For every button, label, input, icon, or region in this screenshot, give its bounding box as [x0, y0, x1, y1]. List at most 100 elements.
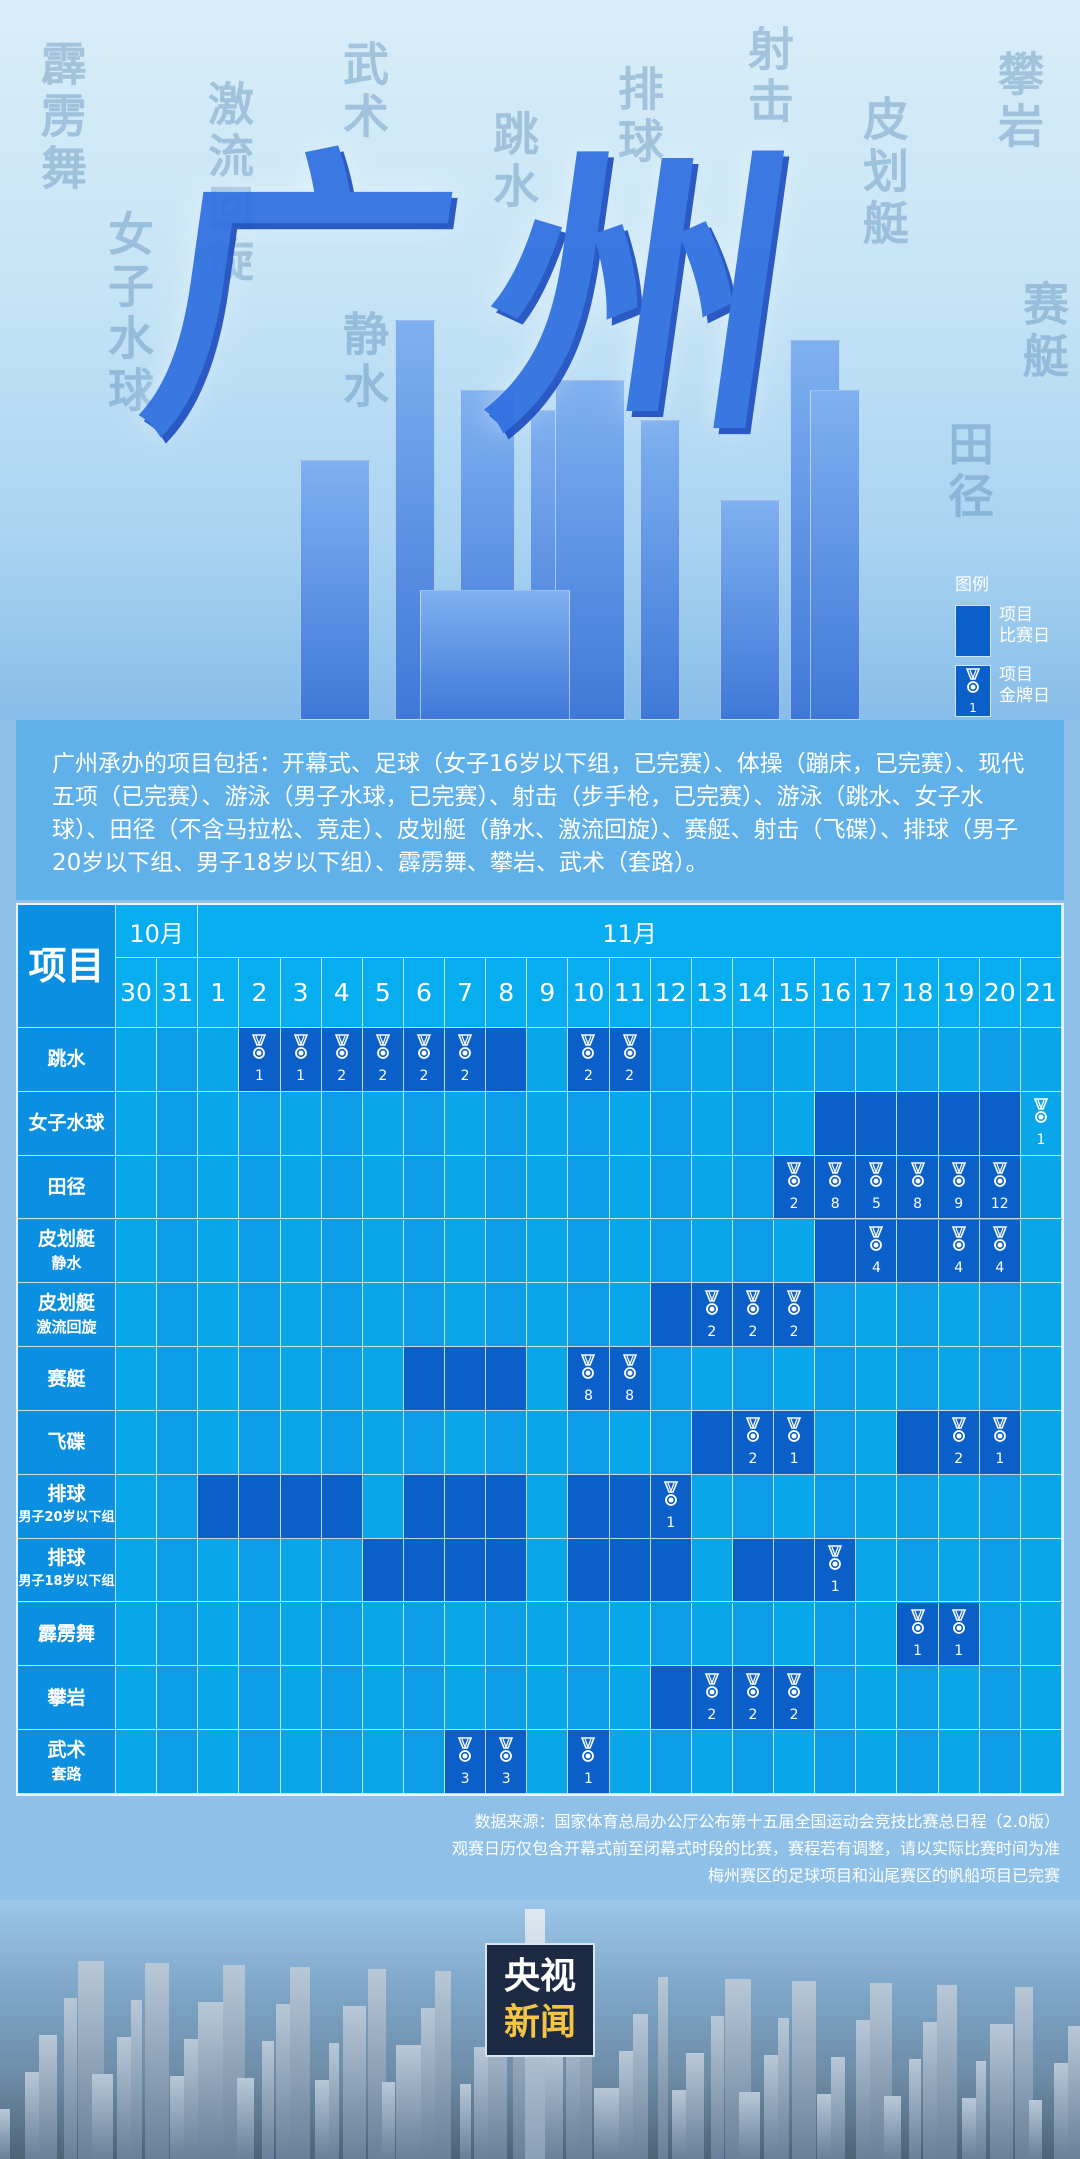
- empty-cell: [650, 1091, 692, 1156]
- day-header: 16: [815, 958, 857, 1028]
- empty-cell: [691, 1028, 733, 1092]
- gold-medal-day-cell: 3: [445, 1730, 487, 1794]
- gold-medal-day-cell: 2: [732, 1283, 775, 1348]
- gold-medal-day-cell: 2: [691, 1283, 733, 1348]
- match-day-cell: [938, 1091, 980, 1156]
- legend-label-line: 项目: [999, 605, 1033, 625]
- empty-cell: [321, 1411, 363, 1475]
- empty-cell: [732, 1347, 775, 1411]
- gold-medal-day-cell: 2: [568, 1028, 610, 1092]
- empty-cell: [445, 1155, 487, 1220]
- medal-icon: [251, 1034, 267, 1068]
- empty-cell: [568, 1411, 610, 1475]
- day-header: 9: [527, 958, 569, 1028]
- city-building: [315, 2080, 330, 2159]
- footnotes: 数据来源：国家体育总局办公厅公布第十五届全国运动会竞技比赛总日程（2.0版） 观…: [452, 1808, 1060, 1889]
- gold-medal-day-cell: 1: [239, 1028, 281, 1092]
- gold-medal-day-cell: 4: [938, 1219, 980, 1284]
- empty-cell: [362, 1730, 404, 1794]
- city-building: [64, 1998, 77, 2159]
- empty-cell: [362, 1219, 404, 1284]
- gold-medal-count: 1: [1036, 1132, 1046, 1149]
- empty-cell: [979, 1474, 1021, 1539]
- gold-medal-count: 1: [830, 1579, 840, 1596]
- city-building: [909, 2059, 921, 2159]
- gold-medal-day-cell: 8: [568, 1347, 610, 1411]
- city-building: [884, 2096, 901, 2159]
- empty-cell: [1020, 1283, 1062, 1348]
- gold-medal-day-cell: 3: [486, 1730, 528, 1794]
- empty-cell: [239, 1155, 281, 1220]
- empty-cell: [1020, 1730, 1062, 1794]
- day-header: 2: [239, 958, 281, 1028]
- empty-cell: [856, 1730, 898, 1794]
- gold-medal-day-cell: 2: [774, 1155, 816, 1220]
- event-label-line: 男子20岁以下组: [18, 1510, 115, 1526]
- gold-medal-count: 2: [707, 1323, 717, 1340]
- empty-cell: [527, 1283, 569, 1348]
- gold-medal-day-cell: 5: [856, 1155, 898, 1220]
- empty-cell: [691, 1538, 733, 1603]
- empty-cell: [157, 1283, 199, 1348]
- page-title: 广州: [125, 125, 855, 474]
- empty-cell: [650, 1347, 692, 1411]
- gold-medal-day-cell: 1: [280, 1028, 322, 1092]
- match-day-cell: [897, 1219, 939, 1284]
- empty-cell: [321, 1155, 363, 1220]
- month-header: 11月: [198, 905, 1062, 958]
- empty-cell: [568, 1602, 610, 1667]
- empty-cell: [403, 1155, 446, 1220]
- event-label-line: 排球: [47, 1483, 86, 1506]
- match-day-cell: [732, 1538, 775, 1603]
- event-label-line: 皮划艇: [37, 1291, 95, 1314]
- match-day-cell: [362, 1538, 404, 1603]
- empty-cell: [732, 1155, 775, 1220]
- event-label-line: 套路: [51, 1764, 82, 1783]
- city-building: [368, 1969, 386, 2159]
- empty-cell: [1020, 1474, 1062, 1539]
- medal-icon: [580, 1736, 596, 1771]
- calligraphy-word: 田径: [941, 420, 995, 524]
- empty-cell: [403, 1283, 446, 1348]
- empty-cell: [198, 1730, 240, 1794]
- match-day-cell: [979, 1091, 1021, 1156]
- empty-cell: [774, 1474, 816, 1539]
- empty-cell: [568, 1091, 610, 1156]
- legend-label-line: 金牌日: [999, 686, 1050, 706]
- event-label-line: 跳水: [47, 1048, 86, 1071]
- day-header: 5: [362, 958, 404, 1028]
- gold-medal-count: 2: [789, 1706, 799, 1723]
- medal-icon: [498, 1736, 514, 1771]
- medal-icon: [786, 1417, 802, 1451]
- empty-cell: [650, 1602, 692, 1667]
- empty-cell: [1020, 1538, 1062, 1603]
- empty-cell: [1020, 1219, 1062, 1284]
- medal-icon: [375, 1034, 391, 1068]
- empty-cell: [856, 1474, 898, 1539]
- empty-cell: [774, 1347, 816, 1411]
- gold-medal-day-cell: 2: [938, 1411, 980, 1475]
- calligraphy-word: 激流回旋: [201, 80, 255, 288]
- empty-cell: [732, 1028, 775, 1092]
- calligraphy-word: 攀岩: [991, 50, 1045, 154]
- empty-cell: [362, 1283, 404, 1348]
- match-day-cell: [486, 1347, 528, 1411]
- empty-cell: [897, 1538, 939, 1603]
- day-header: 10: [568, 958, 610, 1028]
- gold-medal-day-cell: 1: [568, 1730, 610, 1794]
- event-label-line: 武术: [47, 1738, 86, 1761]
- footnote-source: 数据来源：国家体育总局办公厅公布第十五届全国运动会竞技比赛总日程（2.0版）: [474, 1812, 1060, 1831]
- empty-cell: [239, 1730, 281, 1794]
- empty-cell: [486, 1666, 528, 1731]
- medal-icon: [745, 1672, 761, 1707]
- empty-cell: [280, 1219, 322, 1284]
- empty-cell: [403, 1666, 446, 1731]
- medal-icon: [951, 1417, 967, 1451]
- legend-medal-count: 1: [969, 700, 977, 715]
- event-label: 武术 套路: [18, 1730, 116, 1794]
- city-building: [990, 2024, 1013, 2159]
- empty-cell: [239, 1538, 281, 1603]
- empty-cell: [938, 1666, 980, 1731]
- empty-cell: [157, 1602, 199, 1667]
- empty-cell: [527, 1028, 569, 1092]
